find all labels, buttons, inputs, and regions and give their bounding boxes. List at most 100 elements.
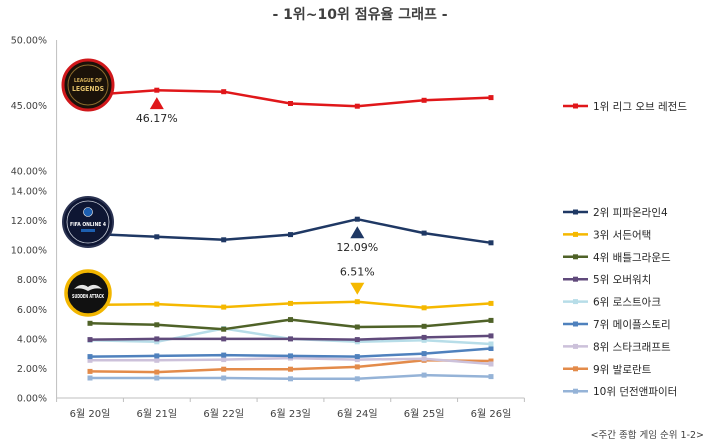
y-tick-label: 45.00% [11, 101, 47, 112]
data-point [221, 304, 227, 310]
annotation: 12.09% [336, 226, 378, 254]
legend-item: 5위 오버워치 [563, 273, 651, 286]
legend: 1위 리그 오브 레전드 2위 피파온라인4 3위 서든어택 4위 배틀그라운드 5위 … [563, 100, 687, 398]
y-tick-label: 0.00% [17, 394, 47, 405]
data-point [488, 374, 494, 380]
data-point [87, 375, 93, 381]
legend-label: 6위 로스트아크 [593, 296, 661, 309]
x-tick-label: 6월 26일 [471, 408, 512, 420]
data-point [488, 341, 494, 347]
legend-label: 4위 배틀그라운드 [593, 251, 671, 264]
data-point [221, 326, 227, 332]
data-point [421, 372, 427, 378]
data-point [288, 376, 293, 382]
data-point [221, 336, 227, 342]
data-point [87, 368, 93, 374]
annotation-marker [350, 226, 365, 239]
data-point [154, 87, 160, 93]
data-point [354, 324, 360, 330]
y-tick-label: 12.00% [11, 216, 47, 227]
y-tick-label: 50.00% [11, 36, 47, 47]
series-group [87, 317, 494, 332]
data-point [488, 346, 494, 351]
legend-marker [573, 231, 578, 237]
annotation-label: 6.51% [340, 266, 375, 279]
legend-item: 3위 서든어택 [563, 228, 651, 241]
legend-item: 7위 메이플스토리 [563, 318, 671, 331]
data-point [154, 357, 160, 363]
logo-text: SUDDEN ATTACK [72, 294, 105, 300]
legend-marker [573, 321, 578, 327]
data-point [488, 317, 494, 323]
legend-marker [573, 103, 578, 109]
data-point [354, 299, 360, 305]
annotation-marker [149, 97, 164, 110]
data-point [87, 337, 93, 343]
data-point [354, 354, 360, 360]
series-group [87, 216, 494, 246]
legend-label: 5위 오버워치 [593, 273, 651, 286]
data-point [154, 301, 160, 307]
data-point [154, 234, 160, 240]
legend-label: 7위 메이플스토리 [593, 318, 671, 331]
data-point [354, 216, 360, 222]
data-point [421, 323, 427, 329]
data-point [154, 375, 160, 381]
legend-item: 10위 던전앤파이터 [563, 385, 677, 398]
data-point [288, 353, 293, 359]
annotation-marker [350, 282, 365, 295]
data-point [221, 352, 227, 358]
data-point [221, 366, 227, 372]
data-point [288, 300, 293, 306]
data-point [421, 97, 427, 103]
x-tick-label: 6월 21일 [136, 408, 177, 420]
axis-labels: 40.00% 45.00% 50.00% 0.00% 2.00% 4.00% 6.00% 8.… [11, 36, 512, 421]
data-point [87, 354, 93, 360]
data-point [354, 364, 360, 370]
y-tick-label: 4.00% [17, 334, 47, 345]
data-point [354, 103, 360, 109]
data-point [421, 230, 427, 236]
data-point [154, 339, 160, 345]
data-point [421, 305, 427, 311]
series-group [87, 372, 494, 382]
logo-text: LEGENDS [72, 85, 104, 93]
data-point [288, 317, 293, 323]
y-tick-label: 6.00% [17, 305, 47, 316]
series-group [87, 333, 494, 343]
annotation: 46.17% [136, 97, 178, 125]
league-of-legends-logo: LEAGUE OF LEGENDS [61, 58, 115, 112]
annotation-label: 12.09% [336, 241, 378, 254]
legend-item: 2위 피파온라인4 [563, 206, 668, 219]
y-tick-label: 40.00% [11, 167, 47, 178]
data-point [488, 300, 494, 306]
annotations: 46.17% 12.09% 6.51% [136, 97, 378, 295]
data-point [154, 353, 160, 359]
legend-label: 9위 발로란트 [593, 363, 652, 376]
logo-text: LEAGUE OF [74, 78, 102, 84]
data-point [221, 375, 227, 381]
y-tick-label: 2.00% [17, 364, 47, 375]
legend-label: 3위 서든어택 [593, 228, 651, 241]
series-group [87, 299, 494, 311]
data-point [421, 337, 427, 343]
data-point [354, 357, 360, 363]
series-group [87, 87, 494, 109]
series-line [89, 217, 492, 245]
data-point [87, 320, 93, 326]
legend-marker [573, 343, 578, 349]
axes [56, 40, 525, 402]
data-point [87, 357, 93, 363]
logo-text: FIFA ONLINE 4 [70, 222, 106, 228]
data-point [488, 333, 494, 339]
fifa-online-4-logo: FIFA ONLINE 4 [62, 196, 114, 248]
legend-item: 6위 로스트아크 [563, 296, 661, 309]
legend-item: 1위 리그 오브 레전드 [563, 100, 687, 113]
legend-marker [573, 366, 578, 372]
data-point [488, 361, 494, 367]
series-group [87, 346, 494, 360]
data-point [154, 369, 160, 375]
legend-label: 1위 리그 오브 레전드 [593, 100, 687, 113]
